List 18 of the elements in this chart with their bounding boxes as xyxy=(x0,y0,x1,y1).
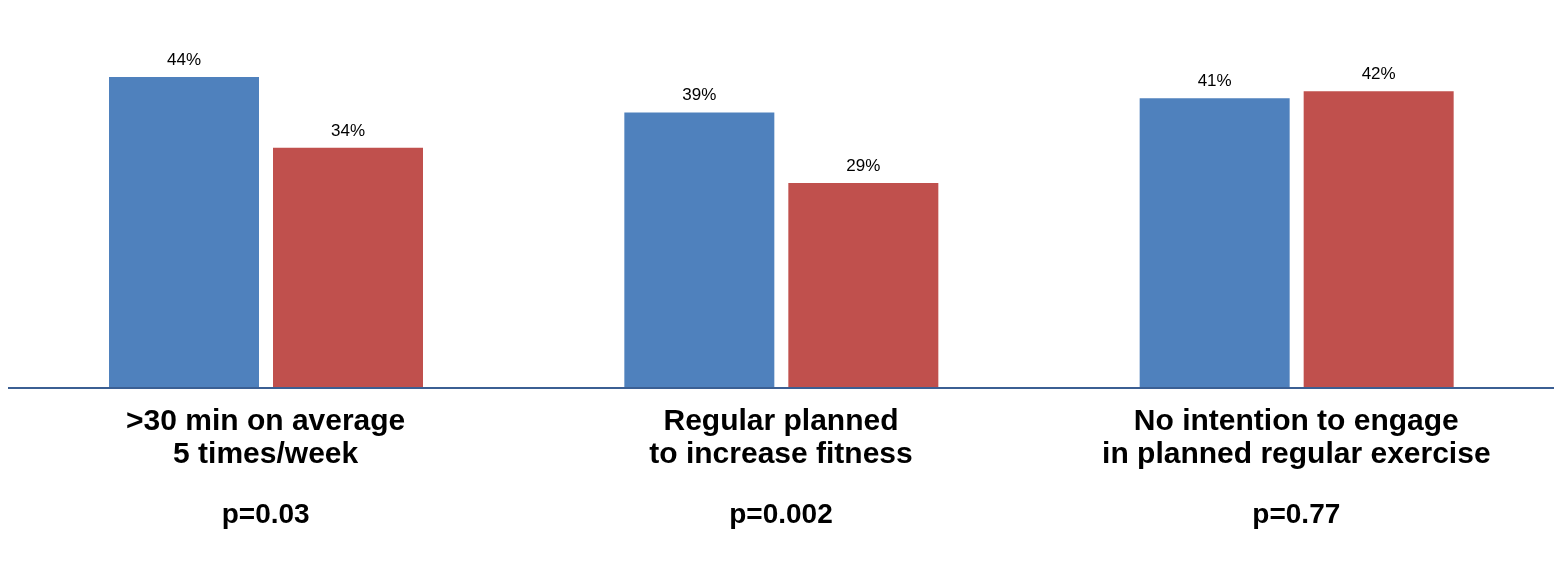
x-tick-label: Regular planned to increase fitness xyxy=(649,403,913,469)
bar xyxy=(273,147,423,388)
text: p=0.77 xyxy=(1251,498,1342,530)
data-label: 34% xyxy=(330,120,366,140)
data-label: 44% xyxy=(166,50,202,70)
bar xyxy=(1139,98,1290,388)
x-tick-label: >30 min on average 5 times/week xyxy=(126,403,406,469)
bar xyxy=(1303,91,1454,388)
data-label: 29% xyxy=(846,156,881,176)
x-tick-label: No intention to engage in planned regular exercise xyxy=(1102,403,1491,469)
text: p=0.03 xyxy=(220,498,311,530)
data-label: 41% xyxy=(1197,71,1232,91)
bar xyxy=(109,77,259,388)
data-label: 39% xyxy=(682,85,717,105)
bar xyxy=(788,183,939,388)
data-label: 42% xyxy=(1361,64,1396,84)
text: p=0.002 xyxy=(728,498,834,530)
bar xyxy=(624,112,775,388)
